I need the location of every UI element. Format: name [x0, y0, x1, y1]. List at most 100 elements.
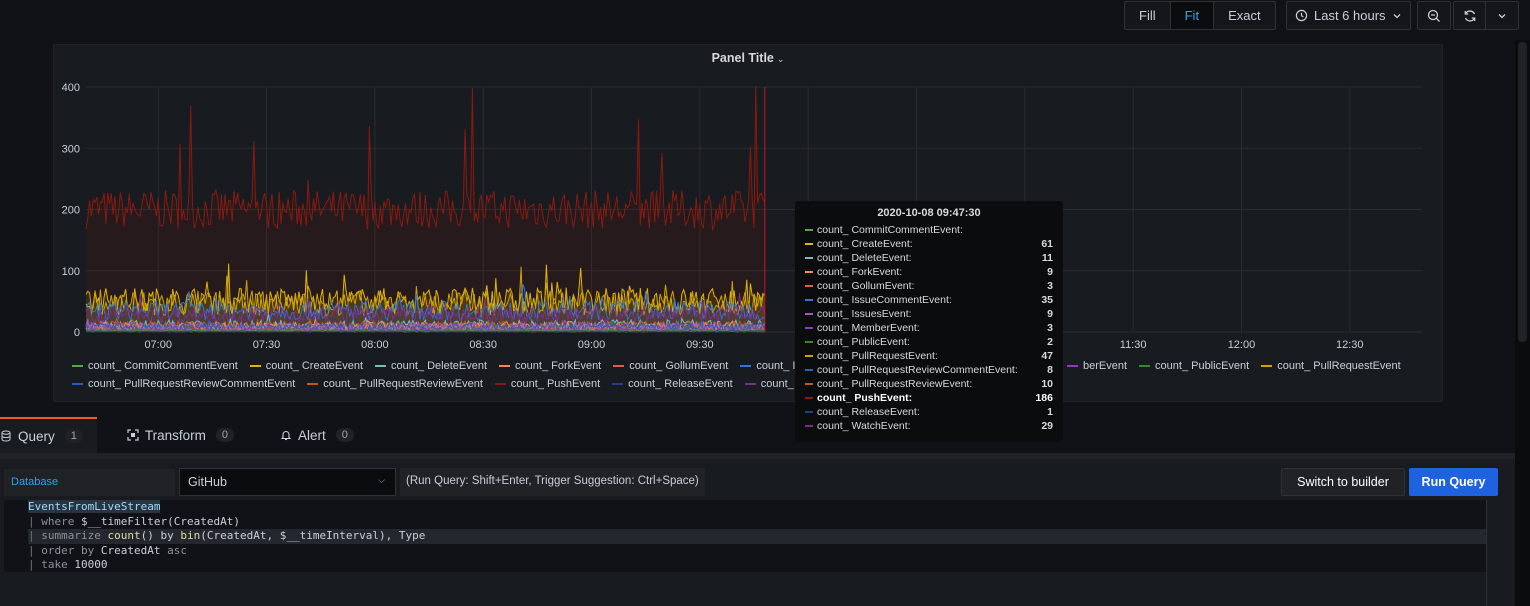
tooltip-series-value: 3 — [1047, 280, 1053, 292]
tooltip-row: count_ IssuesEvent: 9 — [805, 307, 1053, 321]
legend-swatch — [744, 383, 756, 385]
x-tick-label: 07:00 — [144, 339, 172, 351]
fit-button[interactable]: Fit — [1170, 2, 1215, 29]
database-select[interactable]: GitHub ⌵ — [179, 468, 396, 496]
code-line: EventsFromLiveStream — [28, 500, 1486, 515]
tooltip-swatch — [805, 397, 813, 399]
legend-swatch — [1261, 365, 1273, 367]
series-area — [86, 319, 765, 332]
x-tick-label: 12:30 — [1336, 339, 1364, 351]
legend-item[interactable]: count_ PullRequestReviewEvent — [307, 378, 483, 390]
time-picker[interactable]: Last 6 hours — [1286, 1, 1411, 30]
series-line — [85, 318, 766, 333]
series-area — [86, 284, 765, 332]
code-function: bin — [180, 529, 201, 542]
bell-icon — [280, 431, 292, 441]
refresh-interval-button[interactable] — [1486, 2, 1518, 29]
code-pipe: | — [28, 543, 42, 557]
series-line — [85, 85, 766, 231]
series-line — [85, 284, 766, 322]
legend-item[interactable]: count_ CommitCommentEvent — [72, 360, 238, 372]
tooltip-series-name: count_ MemberEvent: — [817, 322, 920, 334]
refresh-button[interactable] — [1454, 2, 1486, 29]
tab-transform[interactable]: Transform 0 — [119, 417, 250, 453]
tab-alert[interactable]: Alert 0 — [272, 417, 370, 453]
panel-title[interactable]: Panel Title ⌄ — [54, 51, 1442, 65]
y-tick-label: 200 — [62, 205, 80, 217]
editor-scrollbar[interactable] — [1486, 500, 1500, 606]
time-range-button[interactable]: Last 6 hours — [1287, 2, 1410, 29]
chevron-down-icon: ⌄ — [776, 54, 785, 64]
query-tabs: Query 1 Transform 0 Alert 0 — [0, 417, 392, 453]
legend-item[interactable]: count_ PullRequestReviewCommentEvent — [72, 378, 295, 390]
legend-item[interactable]: count_ ForkEvent — [499, 360, 601, 372]
tooltip-row: count_ DeleteEvent: 11 — [805, 251, 1053, 265]
code-text: 10000 — [67, 558, 108, 571]
tooltip-series-name: count_ ForkEvent: — [817, 266, 903, 278]
legend-label: count_ PullRequestReviewEvent — [323, 378, 483, 390]
run-query-button[interactable]: Run Query — [1409, 468, 1498, 496]
legend-label: count_ CommitCommentEvent — [88, 360, 238, 372]
code-keyword: where — [41, 514, 75, 528]
legend-item[interactable]: count_ DeleteEvent — [375, 360, 487, 372]
legend-row-1-right: berEvent count_ PublicEvent count_ PullReq… — [1067, 360, 1413, 372]
tooltip-series-value: 2 — [1047, 336, 1053, 348]
legend-item[interactable]: count_ PushEvent — [494, 378, 600, 390]
fill-button[interactable]: Fill — [1125, 2, 1171, 29]
time-series-chart[interactable]: 0 100 200 300 400 07:00 07:30 08:00 08:30 09:00 09… — [54, 45, 1444, 403]
tooltip-swatch — [805, 229, 813, 231]
tooltip-series-name: count_ PullRequestReviewCommentEvent: — [817, 364, 1018, 376]
legend-label: berEvent — [1083, 360, 1128, 372]
tab-query[interactable]: Query 1 — [0, 417, 97, 453]
legend-item[interactable]: count_ CreateEvent — [249, 360, 364, 372]
series-line — [85, 327, 765, 333]
tooltip-series-name: count_ CreateEvent: — [817, 238, 913, 250]
tooltip-series-name: count_ CommitCommentEvent: — [817, 224, 963, 236]
query-code-editor[interactable]: EventsFromLiveStream | where $__timeFilt… — [4, 500, 1486, 572]
tooltip-series-name: count_ PublicEvent: — [817, 336, 910, 348]
y-tick-label: 300 — [62, 143, 80, 155]
time-range-label: Last 6 hours — [1314, 8, 1386, 23]
code-line: | summarize count() by bin(CreatedAt, $_… — [28, 529, 1486, 544]
tooltip-swatch — [805, 355, 813, 357]
query-hint: (Run Query: Shift+Enter, Trigger Suggest… — [400, 468, 705, 496]
tooltip-series-value: 186 — [1035, 392, 1053, 404]
tooltip-row: count_ ForkEvent: 9 — [805, 265, 1053, 279]
tooltip-row: count_ ReleaseEvent: 1 — [805, 405, 1053, 419]
x-tick-label: 07:30 — [253, 339, 281, 351]
legend-label: count_ CreateEvent — [265, 360, 364, 372]
tooltip-row: count_ WatchEvent: 29 — [805, 419, 1053, 433]
legend-item[interactable]: count_ PublicEvent — [1139, 360, 1249, 372]
tooltip-series-value: 9 — [1047, 308, 1053, 320]
legend-item[interactable]: count_ PullRequestEvent — [1261, 360, 1401, 372]
page-scrollbar[interactable] — [1515, 40, 1530, 606]
page-scrollbar-thumb[interactable] — [1518, 42, 1527, 342]
zoom-out-button[interactable] — [1418, 2, 1450, 29]
tab-query-count: 1 — [64, 429, 83, 443]
x-tick-label: 09:30 — [686, 339, 714, 351]
code-keyword: order by — [41, 543, 95, 557]
tooltip-series-name: count_ DeleteEvent: — [817, 252, 912, 264]
code-pipe: | — [28, 529, 42, 542]
legend-swatch — [249, 365, 261, 367]
legend-label: count_ ForkEvent — [515, 360, 602, 372]
legend-item[interactable]: count_ GollumEvent — [613, 360, 728, 372]
tooltip-time: 2020-10-08 09:47:30 — [877, 207, 981, 219]
switch-to-builder-button[interactable]: Switch to builder — [1281, 468, 1405, 496]
exact-button[interactable]: Exact — [1228, 8, 1261, 23]
legend-swatch — [1067, 365, 1078, 367]
legend-swatch — [499, 365, 511, 367]
series-line — [85, 329, 765, 333]
tooltip-series-name: count_ PushEvent: — [817, 392, 913, 404]
tooltip-row: count_ PullRequestReviewCommentEvent: 8 — [805, 363, 1053, 377]
x-tick-label: 09:00 — [578, 339, 606, 351]
tooltip-row: count_ IssueCommentEvent: 35 — [805, 293, 1053, 307]
tooltip-series-value: 9 — [1047, 266, 1053, 278]
tooltip-series-name: count_ ReleaseEvent: — [817, 406, 920, 418]
legend-item[interactable]: count_ ReleaseEvent — [612, 378, 733, 390]
transform-icon — [127, 429, 139, 441]
legend-item[interactable]: berEvent — [1067, 360, 1127, 372]
legend-row-1: count_ CommitCommentEvent count_ CreateEv… — [72, 360, 839, 372]
y-tick-label: 400 — [62, 82, 80, 94]
query-row-header — [0, 453, 1530, 459]
